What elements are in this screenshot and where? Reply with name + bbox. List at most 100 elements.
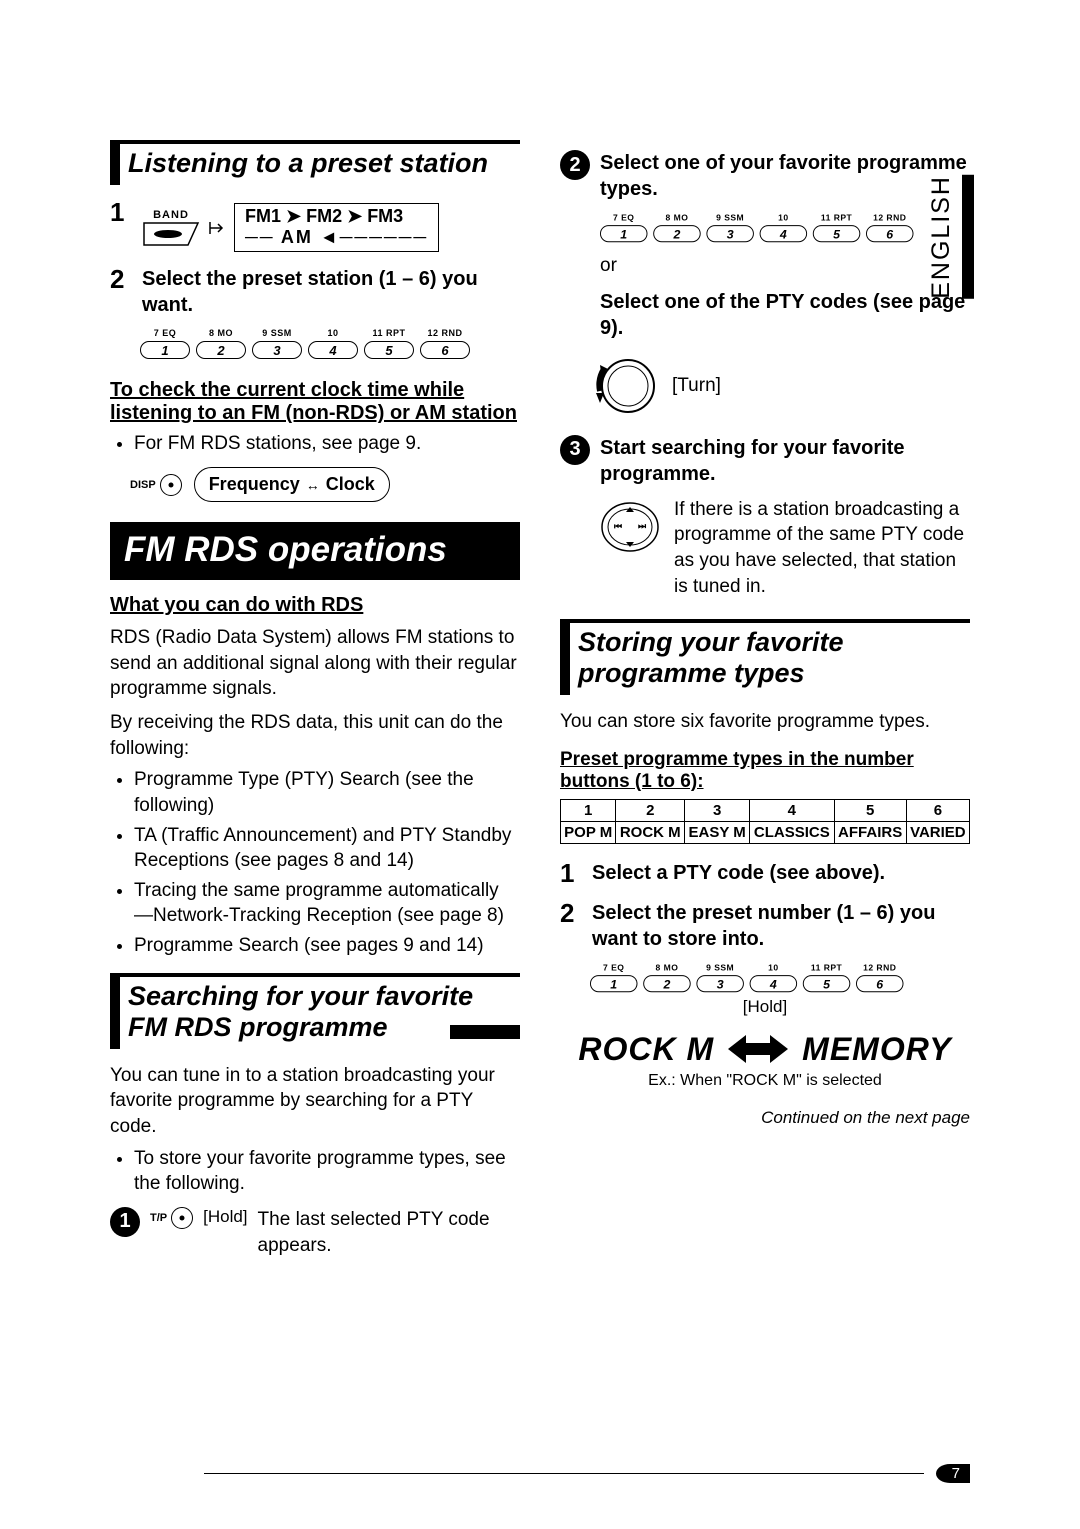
preset-upper-label: 10 — [750, 963, 798, 973]
step-number-2: 2 — [560, 900, 582, 926]
band-button-icon — [142, 221, 200, 247]
pty-col-head: 2 — [616, 799, 685, 821]
preset-button-4[interactable]: 104 — [750, 963, 798, 992]
preset-button-3[interactable]: 9 SSM 3 — [706, 213, 754, 242]
right-column: 2 Select one of your favorite programme … — [560, 140, 970, 1268]
step-band: 1 BAND FM1 ➤ FM2 ➤ FM3 ── AM ◄────── — [110, 199, 520, 252]
preset-number: 1 — [140, 341, 190, 359]
preset-upper-label: 10 — [760, 213, 808, 223]
round-button-icon — [171, 1207, 193, 1229]
section-title: Listening to a preset station — [128, 148, 520, 179]
preset-button-1[interactable]: 7 EQ 1 — [140, 328, 190, 359]
preset-upper-label: 7 EQ — [600, 213, 648, 223]
preset-number: 4 — [308, 341, 358, 359]
turn-label: [Turn] — [672, 373, 721, 399]
turn-knob-row: [Turn] — [590, 351, 970, 421]
preset-number: 6 — [420, 341, 470, 359]
hold-label: [Hold] — [203, 1207, 247, 1227]
preset-upper-label: 7 EQ — [140, 328, 190, 339]
step-circle-2: 2 — [560, 150, 590, 180]
preset-buttons-row: 7 EQ18 MO29 SSM310411 RPT512 RND6 — [590, 963, 951, 992]
preset-number: 4 — [750, 975, 798, 992]
pty-col-head: 3 — [685, 799, 750, 821]
preset-button-6[interactable]: 12 RND 6 — [856, 963, 904, 992]
preset-button-2[interactable]: 8 MO2 — [196, 328, 246, 359]
label: Clock — [326, 474, 375, 495]
step-select-pty-type: 2 Select one of your favorite programme … — [560, 150, 970, 202]
step-text: Select a PTY code (see above). — [592, 860, 970, 886]
pty-col-head: 6 — [906, 799, 969, 821]
pty-col-head: 4 — [750, 799, 834, 821]
double-arrow-icon — [728, 1031, 788, 1067]
preset-upper-label: 11 RPT — [364, 328, 414, 339]
preset-number: 1 — [600, 225, 648, 242]
pty-col-head: 5 — [834, 799, 906, 821]
pty-cell: EASY M — [685, 821, 750, 843]
preset-button-6[interactable]: 12 RND 6 — [866, 213, 914, 242]
section-title: Searching for your favorite FM RDS progr… — [128, 981, 520, 1043]
preset-button-6[interactable]: 12 RND 6 — [420, 328, 470, 359]
svg-text:⏭: ⏭ — [638, 521, 647, 531]
subheading: To check the current clock time while li… — [110, 379, 520, 425]
disp-row: DISP Frequency ↔ Clock — [130, 467, 520, 502]
preset-upper-label: 11 RPT — [813, 213, 861, 223]
preset-buttons-row: 7 EQ18 MO29 SSM310411 RPT512 RND6 — [140, 328, 520, 359]
preset-button-3[interactable]: 9 SSM3 — [696, 963, 744, 992]
preset-button-5[interactable]: 11 RPT5 — [803, 963, 851, 992]
svg-text:⏮: ⏮ — [614, 521, 622, 531]
step-select-preset: 2 Select the preset station (1 – 6) you … — [110, 266, 520, 318]
preset-button-2[interactable]: 8 MO2 — [653, 213, 701, 242]
band-cycle-box: FM1 ➤ FM2 ➤ FM3 ── AM ◄────── — [234, 203, 439, 252]
preset-button-1[interactable]: 7 EQ1 — [590, 963, 638, 992]
footer-rule — [204, 1473, 924, 1474]
section-searching: Searching for your favorite FM RDS progr… — [110, 973, 520, 1049]
preset-upper-label: 10 — [308, 328, 358, 339]
step-number-1: 1 — [560, 860, 582, 886]
preset-button-1[interactable]: 7 EQ 1 — [600, 213, 648, 242]
bullet: TA (Traffic Announcement) and PTY Standb… — [134, 823, 520, 874]
preset-button-3[interactable]: 9 SSM 3 — [252, 328, 302, 359]
step-select-preset-num: 2 Select the preset number (1 – 6) you w… — [560, 900, 970, 952]
preset-upper-label: 12 RND — [856, 963, 904, 973]
preset-number: 6 — [856, 975, 904, 992]
preset-number: 5 — [803, 975, 851, 992]
preset-number: 3 — [706, 225, 754, 242]
pty-cell: POP M — [561, 821, 616, 843]
preset-button-4[interactable]: 104 — [308, 328, 358, 359]
preset-button-4[interactable]: 104 — [760, 213, 808, 242]
preset-button-5[interactable]: 11 RPT 5 — [364, 328, 414, 359]
pty-cell: CLASSICS — [750, 821, 834, 843]
preset-upper-label: 9 SSM — [706, 213, 754, 223]
left-column: Listening to a preset station 1 BAND FM1… — [110, 140, 520, 1268]
disp-button[interactable]: DISP — [130, 474, 182, 496]
preset-button-5[interactable]: 11 RPT5 — [813, 213, 861, 242]
label: FM1 ➤ FM2 ➤ FM3 — [245, 206, 403, 226]
step-select-pty: 1 Select a PTY code (see above). — [560, 860, 970, 886]
paragraph: You can tune in to a station broadcastin… — [110, 1063, 520, 1140]
preset-number: 6 — [866, 225, 914, 242]
paragraph: You can store six favorite programme typ… — [560, 709, 970, 735]
control-dial-icon: ⏮ ⏭ — [600, 497, 660, 557]
preset-upper-label: 8 MO — [643, 963, 691, 973]
tp-button[interactable]: T/P — [150, 1207, 193, 1229]
pty-cell: VARIED — [906, 821, 969, 843]
section-title: Storing your favorite programme types — [578, 627, 970, 689]
pty-cell: ROCK M — [616, 821, 685, 843]
label: DISP — [130, 479, 156, 491]
step-number-2: 2 — [110, 266, 132, 292]
preset-button-2[interactable]: 8 MO2 — [643, 963, 691, 992]
subheading: Preset programme types in the number but… — [560, 749, 970, 793]
arrow-to-cycle-icon — [208, 218, 226, 238]
section-storing: Storing your favorite programme types — [560, 619, 970, 695]
preset-upper-label: 12 RND — [420, 328, 470, 339]
preset-upper-label: 12 RND — [866, 213, 914, 223]
step-circle-1: 1 — [110, 1207, 140, 1237]
preset-number: 3 — [252, 341, 302, 359]
page-number: 7 — [936, 1464, 970, 1483]
step-circle-3: 3 — [560, 435, 590, 465]
pty-cell: AFFAIRS — [834, 821, 906, 843]
continued-label: Continued on the next page — [560, 1108, 970, 1128]
preset-number: 5 — [364, 341, 414, 359]
step-text: Start searching for your favorite progra… — [600, 435, 970, 487]
preset-upper-label: 9 SSM — [252, 328, 302, 339]
